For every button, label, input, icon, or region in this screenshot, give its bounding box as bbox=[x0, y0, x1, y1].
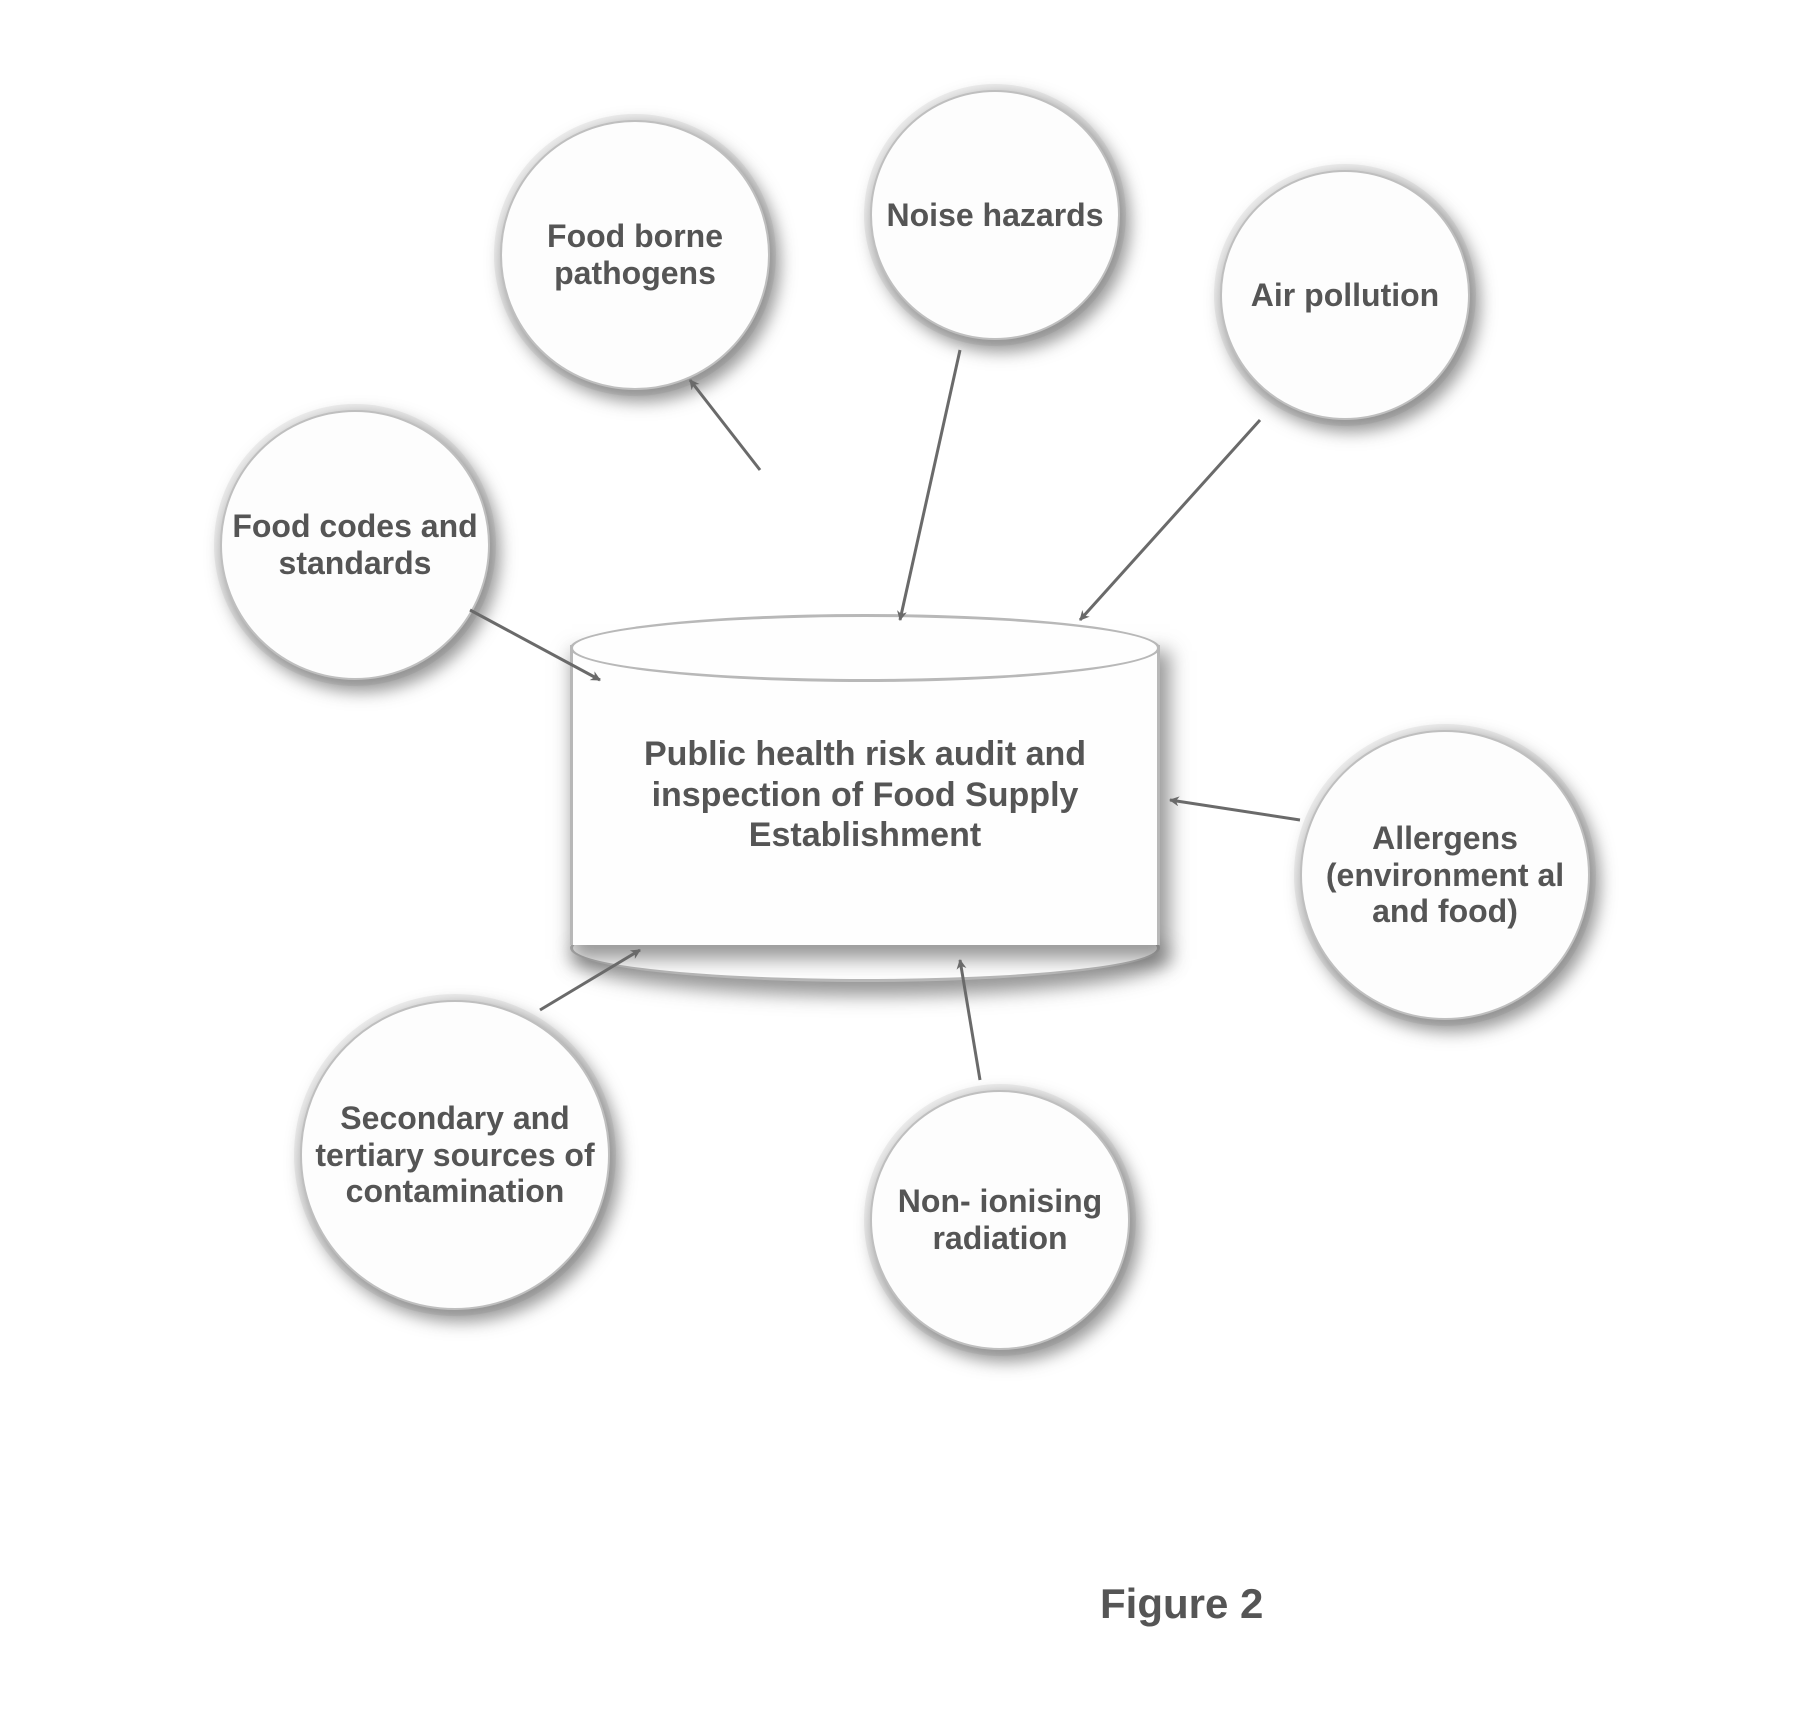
node-air: Air pollution bbox=[1220, 170, 1470, 420]
cylinder-top bbox=[570, 614, 1160, 682]
center-node-label: Public health risk audit and inspection … bbox=[570, 734, 1160, 856]
figure-caption: Figure 2 bbox=[1100, 1580, 1263, 1628]
node-allergens: Allergens (environment al and food) bbox=[1300, 730, 1590, 1020]
node-secondary: Secondary and tertiary sources of contam… bbox=[300, 1000, 610, 1310]
node-secondary-label: Secondary and tertiary sources of contam… bbox=[312, 1100, 598, 1210]
node-food-codes-label: Food codes and standards bbox=[232, 508, 478, 582]
node-food-pathogens-label: Food borne pathogens bbox=[512, 218, 758, 292]
node-noise: Noise hazards bbox=[870, 90, 1120, 340]
edge-allergens bbox=[1170, 800, 1300, 820]
node-allergens-label: Allergens (environment al and food) bbox=[1312, 820, 1578, 930]
node-air-label: Air pollution bbox=[1251, 277, 1439, 314]
node-food-pathogens: Food borne pathogens bbox=[500, 120, 770, 390]
edge-air bbox=[1080, 420, 1260, 620]
node-radiation: Non- ionising radiation bbox=[870, 1090, 1130, 1350]
center-node: Public health risk audit and inspection … bbox=[570, 645, 1160, 945]
edge-food-pathogens bbox=[690, 380, 760, 470]
node-noise-label: Noise hazards bbox=[887, 197, 1104, 234]
diagram-canvas: Public health risk audit and inspection … bbox=[0, 0, 1808, 1734]
edge-noise bbox=[900, 350, 960, 620]
node-radiation-label: Non- ionising radiation bbox=[882, 1183, 1118, 1257]
node-food-codes: Food codes and standards bbox=[220, 410, 490, 680]
